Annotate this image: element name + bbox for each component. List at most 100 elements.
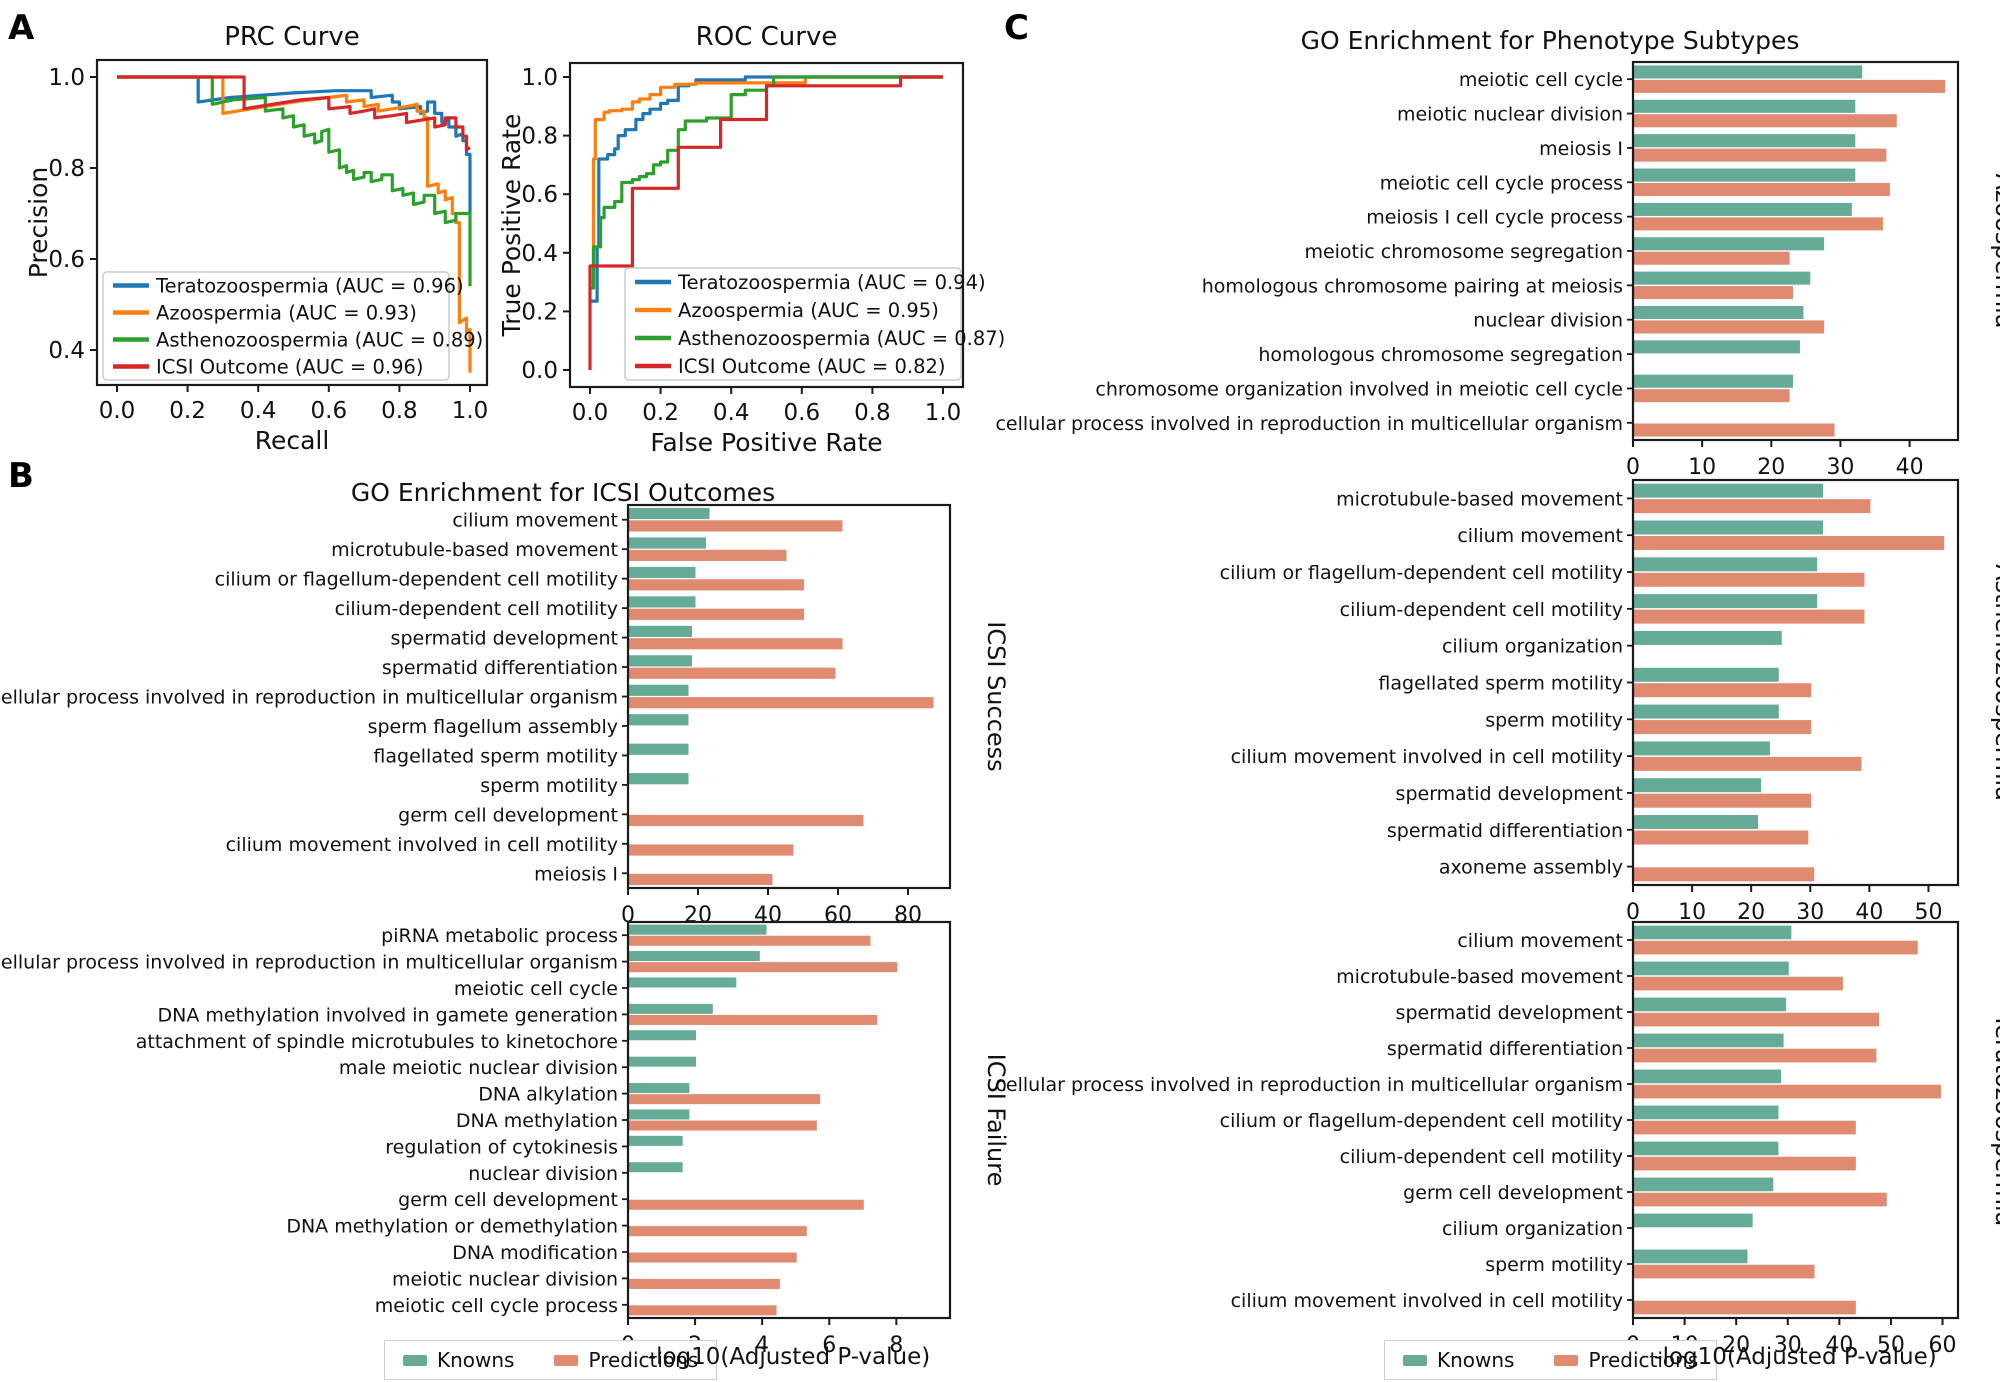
x-tick-label: 6 bbox=[822, 1333, 836, 1358]
x-tick-label: 40 bbox=[1825, 1333, 1853, 1358]
y-tick-label: 1.0 bbox=[48, 65, 85, 91]
x-tick-label: 1.0 bbox=[452, 398, 489, 424]
bar-predictions bbox=[1634, 1048, 1877, 1063]
bar-knowns bbox=[1634, 815, 1759, 830]
bar-knowns bbox=[1634, 1069, 1782, 1084]
bar-predictions bbox=[629, 814, 864, 827]
bar-knowns bbox=[1634, 1105, 1779, 1120]
category-label: chromosome organization involved in meio… bbox=[1095, 378, 1623, 400]
x-tick-label: 0 bbox=[1626, 900, 1640, 925]
category-label: cilium or flagellum-dependent cell motil… bbox=[215, 569, 618, 591]
y-tick-label: 0.4 bbox=[521, 241, 558, 267]
bar-knowns bbox=[1634, 65, 1863, 79]
x-tick-label: 50 bbox=[1877, 1333, 1905, 1358]
curve-Azoospermia (AUC = 0.95) bbox=[590, 75, 943, 284]
bar-predictions bbox=[1634, 79, 1946, 93]
bar-predictions bbox=[1634, 867, 1815, 882]
category-label: meiotic cell cycle process bbox=[375, 1295, 618, 1317]
x-tick-label: 30 bbox=[1796, 900, 1824, 925]
category-label: homologous chromosome segregation bbox=[1258, 344, 1623, 366]
category-label: sperm flagellum assembly bbox=[368, 716, 618, 738]
bar-predictions bbox=[1634, 976, 1843, 991]
legend-entry-knowns: Knowns bbox=[403, 1348, 514, 1372]
y-tick-label: 1.0 bbox=[521, 65, 558, 91]
category-label: germ cell development bbox=[398, 804, 618, 826]
category-label: attachment of spindle microtubules to ki… bbox=[136, 1031, 618, 1053]
bar-knowns bbox=[629, 684, 689, 696]
category-label: nuclear division bbox=[1473, 310, 1623, 332]
x-tick-label: 0.4 bbox=[240, 398, 277, 424]
category-label: cilium or flagellum-dependent cell motil… bbox=[1220, 562, 1623, 584]
bar-knowns bbox=[629, 1003, 713, 1014]
bar-knowns bbox=[629, 625, 692, 637]
bar-predictions bbox=[629, 1199, 864, 1210]
bar-knowns bbox=[1634, 1141, 1779, 1156]
bar-knowns bbox=[629, 596, 696, 608]
icsi_failure-plot: piRNA metabolic process cellular process … bbox=[0, 920, 1010, 1358]
legend-entry-label: Asthenozoospermia (AUC = 0.89) bbox=[156, 329, 483, 352]
bar-predictions bbox=[1634, 286, 1794, 300]
category-label: meiotic cell cycle bbox=[1459, 69, 1623, 91]
bar-knowns bbox=[629, 743, 689, 755]
category-label: microtubule-based movement bbox=[1336, 488, 1623, 510]
category-label: cilium movement bbox=[452, 510, 618, 532]
x-tick-label: 40 bbox=[1896, 455, 1924, 480]
y-tick-label: 0.8 bbox=[48, 156, 85, 182]
category-label: nuclear division bbox=[468, 1163, 618, 1185]
asthenozoospermia-side-label: Asthenozoospermia bbox=[1990, 564, 2000, 801]
bar-predictions bbox=[1634, 572, 1865, 587]
predictions-swatch bbox=[554, 1354, 579, 1366]
category-label: spermatid development bbox=[1396, 1002, 1623, 1024]
bar-knowns bbox=[1634, 557, 1818, 572]
bar-predictions bbox=[629, 608, 804, 620]
teratozoospermia-side-label: Teratozoospermia bbox=[1990, 1013, 2000, 1227]
bar-predictions bbox=[629, 1094, 821, 1105]
curve-ICSI Outcome (AUC = 0.82) bbox=[588, 75, 943, 370]
bar-knowns bbox=[1634, 99, 1856, 113]
category-label: cilium-dependent cell motility bbox=[1340, 1146, 1623, 1168]
bar-knowns bbox=[629, 1056, 697, 1067]
category-label: cellular process involved in reproductio… bbox=[995, 413, 1623, 435]
bar-knowns bbox=[1634, 271, 1811, 285]
bar-knowns bbox=[1634, 778, 1762, 793]
bar-predictions bbox=[1634, 830, 1809, 845]
x-tick-label: 4 bbox=[755, 1333, 769, 1358]
bar-knowns bbox=[629, 1162, 683, 1173]
bar-predictions bbox=[1634, 320, 1825, 334]
predictions-swatch bbox=[1554, 1354, 1579, 1366]
y-tick-label: 0.6 bbox=[48, 247, 85, 273]
x-tick-label: 0.6 bbox=[784, 400, 821, 426]
category-label: meiosis I bbox=[1539, 138, 1623, 160]
bar-predictions bbox=[1634, 609, 1865, 624]
x-tick-label: 8 bbox=[889, 1333, 903, 1358]
bar-predictions bbox=[1634, 499, 1871, 514]
bar-predictions bbox=[1634, 182, 1890, 197]
category-label: meiosis I bbox=[534, 863, 618, 885]
category-label: DNA methylation involved in gamete gener… bbox=[158, 1004, 618, 1026]
knowns-swatch bbox=[1403, 1354, 1427, 1366]
plot-border bbox=[626, 920, 952, 1320]
category-label: cilium movement bbox=[1457, 930, 1623, 952]
y-tick-label: 0.2 bbox=[521, 299, 558, 325]
curve-Asthenozoospermia (AUC = 0.87) bbox=[590, 75, 943, 290]
plot-border bbox=[626, 503, 952, 890]
category-label: cilium movement involved in cell motilit… bbox=[1231, 1290, 1623, 1312]
bar-predictions bbox=[1634, 1012, 1880, 1027]
curve-Asthenozoospermia (AUC = 0.89) bbox=[117, 75, 472, 287]
azoospermia-side-label: Azoospermia bbox=[1990, 173, 2000, 328]
x-tick-label: 0.6 bbox=[311, 398, 348, 424]
category-label: homologous chromosome pairing at meiosis bbox=[1202, 275, 1623, 297]
bar-knowns bbox=[629, 566, 696, 579]
bar-predictions bbox=[629, 1120, 817, 1131]
legend-entry-knowns: Knowns bbox=[1403, 1348, 1514, 1372]
bar-knowns bbox=[1634, 202, 1852, 216]
prc-title: PRC Curve bbox=[224, 22, 360, 52]
bar-predictions bbox=[1634, 251, 1790, 265]
x-tick-label: 40 bbox=[754, 903, 782, 928]
category-label: DNA modification bbox=[452, 1242, 618, 1264]
knowns-label: Knowns bbox=[1437, 1348, 1515, 1372]
bar-knowns bbox=[1634, 1033, 1784, 1048]
panel-b-title: GO Enrichment for ICSI Outcomes bbox=[350, 478, 776, 507]
bar-predictions bbox=[1634, 1300, 1856, 1315]
legend-entry-predictions: Predictions bbox=[554, 1348, 698, 1372]
